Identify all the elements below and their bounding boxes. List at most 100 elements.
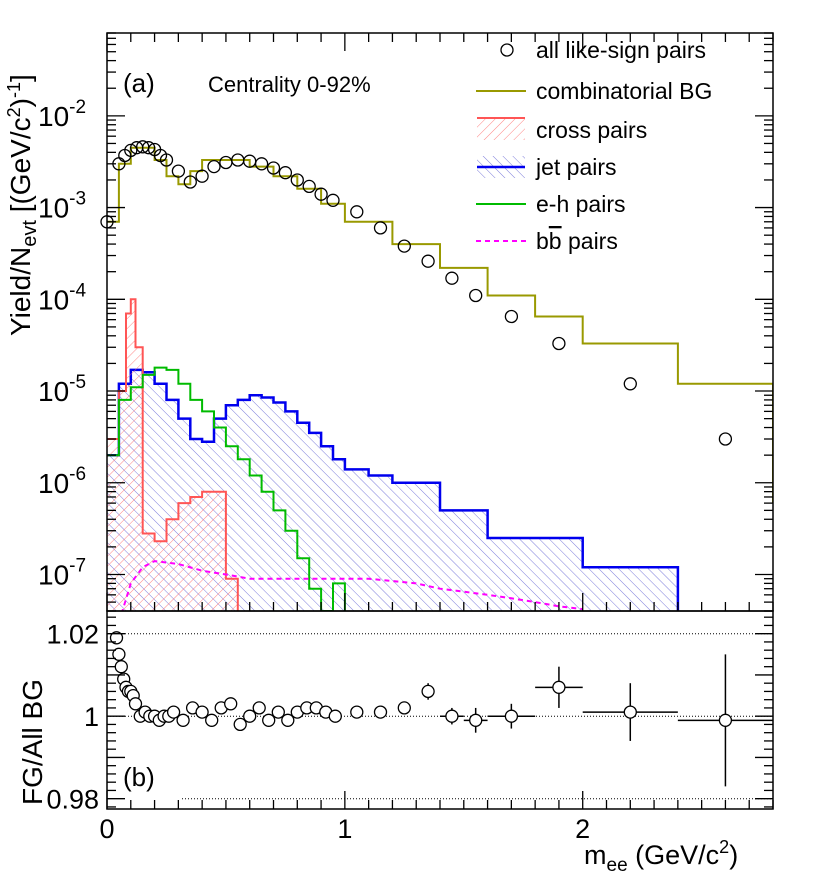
all-pairs-point: [278, 166, 293, 180]
all-pairs-point: [183, 175, 197, 189]
ratio-point: [112, 647, 126, 661]
all-pairs-point: [421, 254, 435, 268]
ratio-point: [445, 709, 459, 723]
ratio-point: [114, 660, 128, 674]
all-pairs-point: [445, 271, 459, 285]
x-tick-label: 1: [337, 814, 352, 844]
ratio-point: [233, 717, 247, 732]
ratio-point: [195, 705, 209, 719]
legend-label-all: all like-sign pairs: [536, 37, 706, 63]
y-tick-label: 0.98: [46, 785, 99, 815]
ratio-point: [205, 713, 219, 727]
legend-entry-eh: e-h pairs: [476, 191, 625, 217]
all-pairs-point: [718, 432, 733, 446]
ratio-point: [243, 709, 257, 723]
all-pairs-point: [552, 336, 566, 351]
y-tick-label: 1: [84, 702, 99, 732]
legend-swatch-cross: [477, 118, 525, 140]
all-pairs-point: [207, 159, 221, 174]
all-pairs-point: [219, 155, 233, 170]
y-tick-label: 10-3: [38, 189, 86, 224]
legend-marker-circle: [500, 43, 514, 57]
legend-entry-comb: combinatorial BG: [476, 78, 712, 104]
legend: all like-sign pairs combinatorial BG cro…: [476, 37, 712, 254]
ratio-point: [176, 713, 190, 727]
ratio-point: [109, 631, 124, 645]
all-pairs-point: [266, 161, 281, 175]
top-y-tick-labels: 10-7 10-6 10-5 10-4 10-3 10-2: [38, 97, 86, 591]
all-pairs-point: [314, 187, 328, 201]
bottom-panel: 0.98 1 1.02 0 1 2 (b) FG/All BG mee (GeV/c2): [17, 610, 774, 876]
ratio-point: [271, 705, 285, 719]
ratio-point: [128, 697, 143, 711]
all-pairs-point: [159, 153, 174, 167]
bb-pairs-line: [121, 560, 583, 611]
legend-entry-bb: bb pairs: [476, 228, 618, 254]
top-panel: 10-7 10-6 10-5 10-4 10-3 10-2 (a) Centrality …: [4, 32, 774, 612]
ratio-point: [373, 705, 388, 719]
legend-label-cross: cross pairs: [536, 117, 647, 143]
legend-label-bb: bb pairs: [536, 228, 618, 254]
ratio-point: [328, 709, 342, 723]
ratio-point: [252, 701, 266, 715]
all-pairs-point: [124, 143, 138, 158]
legend-label-comb: combinatorial BG: [536, 78, 712, 104]
top-points: [100, 140, 733, 446]
jet-pairs-fill: [107, 369, 678, 611]
ratio-point: [224, 697, 238, 711]
all-pairs-point: [469, 288, 483, 303]
all-pairs-point: [504, 309, 519, 324]
ratio-points: [109, 631, 773, 787]
all-pairs-point: [254, 157, 269, 171]
y-tick-label: 1.02: [46, 620, 99, 650]
y-tick-label: 10-2: [38, 97, 86, 132]
x-axis-title: mee (GeV/c2): [584, 837, 738, 876]
y-tick-label: 10-6: [38, 464, 86, 499]
ratio-point: [166, 705, 181, 719]
y-axis-title-sub: evt: [19, 220, 41, 247]
ratio-point: [504, 709, 519, 723]
ratio-point: [262, 713, 276, 727]
legend-label-eh: e-h pairs: [536, 191, 625, 217]
cross-pairs-line: [107, 298, 239, 611]
all-pairs-point: [195, 169, 209, 183]
legend-entry-all: all like-sign pairs: [500, 37, 706, 63]
bbar-overline: b: [549, 228, 562, 254]
ratio-point: [281, 713, 295, 727]
ratio-point: [552, 680, 566, 694]
all-pairs-point: [302, 179, 316, 194]
centrality-annotation: Centrality 0-92%: [208, 72, 371, 97]
panel-label-b: (b): [123, 762, 155, 792]
ratio-point: [469, 713, 483, 727]
all-pairs-point: [171, 164, 186, 178]
all-pairs-point: [141, 141, 156, 155]
top-ticks: [106, 32, 774, 612]
all-pairs-point: [397, 239, 411, 253]
x-tick-labels: 0 1 2: [99, 814, 590, 844]
legend-entry-jet: jet pairs: [477, 154, 617, 180]
top-series: [107, 146, 773, 611]
bottom-y-tick-labels: 0.98 1 1.02: [46, 620, 99, 815]
all-pairs-point: [290, 173, 304, 187]
legend-label-jet: jet pairs: [535, 154, 617, 180]
y-tick-label: 10-4: [38, 280, 86, 315]
all-pairs-point: [623, 377, 637, 391]
panel-label-a: (a): [123, 68, 155, 98]
ratio-point: [718, 713, 733, 727]
legend-entry-cross: cross pairs: [477, 117, 647, 143]
x-tick-label: 0: [99, 814, 114, 844]
ratio-point: [421, 684, 435, 699]
bottom-y-axis-title: FG/All BG: [17, 679, 48, 805]
all-pairs-point: [326, 193, 340, 207]
y-tick-label: 10-5: [38, 372, 86, 407]
eh-pairs-line: [107, 366, 346, 611]
all-pairs-point: [350, 205, 364, 219]
ratio-point: [350, 705, 364, 719]
ratio-point: [397, 701, 411, 715]
x-tick-label: 2: [575, 814, 590, 844]
all-pairs-point: [373, 221, 388, 235]
jet-pairs-line: [107, 368, 680, 611]
top-y-axis-title: Yield/Nevt [(GeV/c2)-1]: [4, 74, 41, 336]
bottom-ticks: [106, 616, 774, 809]
